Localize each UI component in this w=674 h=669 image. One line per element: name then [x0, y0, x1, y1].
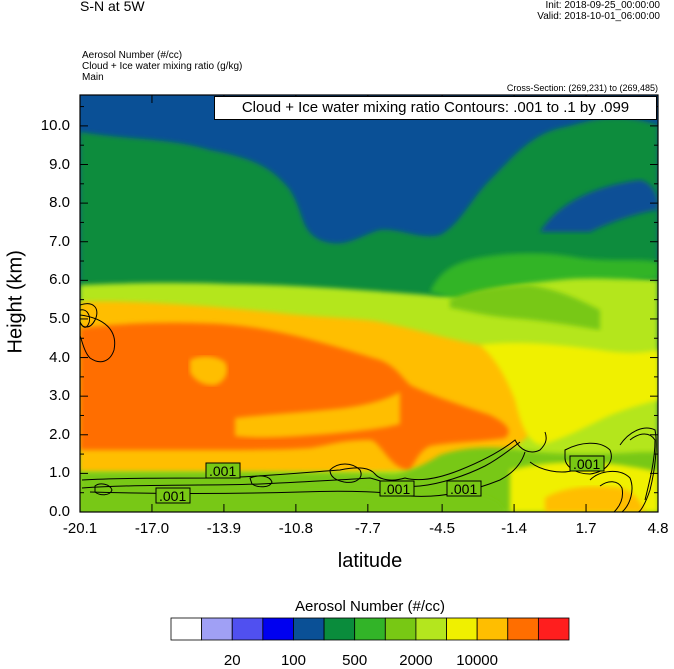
fill-gold-plume: [235, 392, 400, 438]
x-tick-label: -13.9: [206, 520, 241, 537]
colorbar-swatch: [476, 617, 509, 641]
contour-label: .001: [573, 456, 600, 472]
contour-label: .001: [159, 488, 186, 504]
contour-label: .001: [450, 481, 477, 497]
colorbar-title: Aerosol Number (#/cc): [294, 598, 446, 615]
y-tick-label: 0.0: [49, 503, 70, 520]
fill-blue-streak: [540, 180, 658, 232]
y-tick-label: 8.0: [49, 194, 70, 212]
y-tick-label: 6.0: [49, 271, 70, 289]
x-tick-label: -7.7: [354, 520, 381, 537]
contour-legend-box: Cloud + Ice water mixing ratio Contours:…: [214, 96, 657, 120]
contour-line: [80, 314, 116, 363]
contour-line: [329, 463, 362, 483]
y-tick-label: 2.0: [49, 425, 70, 443]
contour-line: [599, 481, 623, 512]
colorbar-label: 20: [223, 652, 241, 669]
colorbar-swatch: [384, 617, 417, 641]
y-axis-label: Height (km): [4, 250, 27, 354]
contour-line: [249, 475, 273, 488]
contour-line: [629, 433, 656, 501]
chart-title: S-N at 5W: [80, 0, 145, 14]
y-tick-label: 3.0: [49, 387, 70, 405]
y-tick-label: 10.0: [40, 116, 70, 134]
contour-line: [619, 427, 657, 512]
contour-line: [80, 309, 91, 328]
y-tick-label: 5.0: [49, 309, 70, 327]
x-tick-label: -20.1: [62, 520, 98, 537]
x-tick-label: -10.8: [278, 520, 313, 537]
colorbar-swatch: [293, 617, 325, 641]
cross-section-label: Cross-Section: (269,231) to (269,485): [506, 83, 658, 93]
colorbar-swatch: [507, 617, 539, 641]
x-axis-label: latitude: [337, 550, 403, 572]
contour-line: [81, 441, 521, 489]
plot-frame: [79, 94, 659, 513]
colorbar-swatch: [262, 617, 294, 641]
contour-label: .001: [209, 463, 236, 479]
colorbar-swatch: [415, 617, 447, 641]
fill-gold-inset: [190, 356, 227, 386]
x-tick-label: 1.7: [575, 520, 597, 537]
x-tick-label: 4.8: [647, 520, 669, 537]
init-time: Init: 2018-09-25_00:00:00: [545, 0, 660, 11]
fill-yellow-right: [480, 342, 658, 445]
filled-contours: [80, 95, 658, 512]
fill-green-right-upper: [430, 253, 658, 300]
colorbar-label: 10000: [456, 652, 498, 669]
x-tick-label: -4.5: [429, 520, 456, 537]
contour-label-boxes: .001 .001 .001 .001 .001: [155, 455, 605, 504]
y-tick-label: 7.0: [49, 232, 70, 250]
field-line-aerosol: Aerosol Number (#/cc): [82, 50, 183, 61]
colorbar-swatch: [354, 617, 386, 641]
field-line-main: Main: [82, 72, 104, 83]
colorbar-label: 100: [280, 652, 306, 669]
valid-time: Valid: 2018-10-01_06:00:00: [537, 11, 660, 22]
field-line-cloud: Cloud + Ice water mixing ratio (g/kg): [82, 61, 243, 72]
fill-gold-surface-right: [545, 486, 645, 512]
colorbar-label: 500: [342, 652, 368, 669]
contour-label: .001: [383, 481, 410, 497]
colorbar: [170, 617, 570, 641]
colorbar-swatch: [446, 617, 478, 641]
contour-line: [564, 442, 612, 475]
colorbar-swatch: [537, 617, 570, 641]
contour-line: [94, 483, 113, 496]
y-tick-label: 4.0: [49, 348, 70, 366]
x-tick-label: -17.0: [134, 520, 170, 537]
colorbar-swatch: [201, 617, 233, 641]
colorbar-swatch: [231, 617, 264, 641]
colorbar-swatch: [170, 617, 203, 641]
contour-legend-text: Cloud + Ice water mixing ratio Contours:…: [241, 99, 630, 116]
x-tick-label: -1.4: [501, 520, 527, 537]
y-tick-label: 9.0: [49, 155, 70, 173]
colorbar-swatch: [323, 617, 356, 641]
contour-line: [589, 471, 633, 512]
y-tick-label: 1.0: [49, 464, 70, 482]
fill-lightgreen-right: [450, 285, 600, 330]
colorbar-label: 2000: [399, 652, 433, 669]
